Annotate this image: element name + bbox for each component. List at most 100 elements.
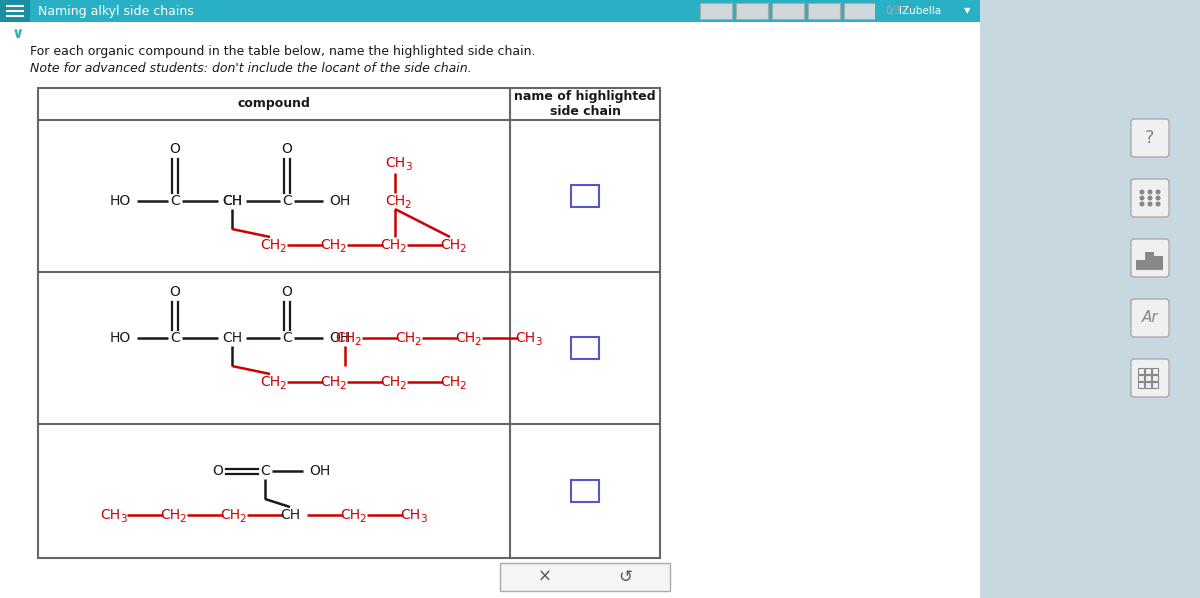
Text: IZubella: IZubella (899, 6, 941, 16)
Text: Note for advanced students: don't include the locant of the side chain.: Note for advanced students: don't includ… (30, 62, 472, 75)
FancyBboxPatch shape (1132, 239, 1169, 277)
Text: C: C (170, 331, 180, 345)
Text: ?: ? (1145, 129, 1154, 147)
Circle shape (1140, 190, 1145, 194)
Text: ↺: ↺ (618, 568, 632, 586)
Bar (571, 337, 599, 359)
Text: O: O (169, 285, 180, 299)
Bar (1154, 256, 1163, 270)
Bar (736, 3, 768, 19)
Text: 2: 2 (400, 244, 407, 254)
Bar (571, 480, 599, 502)
Bar (1152, 375, 1158, 381)
Circle shape (1156, 196, 1160, 200)
Text: CH: CH (440, 375, 460, 389)
Bar (1138, 375, 1144, 381)
Text: O: O (212, 464, 223, 478)
Text: 2: 2 (180, 514, 186, 524)
FancyBboxPatch shape (1132, 119, 1169, 157)
Text: O: O (169, 142, 180, 156)
Text: O: O (282, 142, 293, 156)
Circle shape (1156, 202, 1160, 206)
Text: 2: 2 (280, 381, 287, 391)
Bar (1152, 368, 1158, 374)
Bar (875, 2, 974, 20)
Text: 2: 2 (340, 381, 347, 391)
FancyBboxPatch shape (1132, 299, 1169, 337)
Bar (1138, 382, 1144, 388)
Bar (0, 0, 980, 22)
Text: CH: CH (385, 194, 406, 208)
Circle shape (1147, 196, 1152, 200)
Text: ▼: ▼ (964, 7, 971, 16)
Circle shape (1140, 202, 1145, 206)
Text: OH: OH (329, 194, 350, 208)
Text: CH: CH (380, 375, 400, 389)
Text: C: C (282, 194, 292, 208)
Text: 2: 2 (460, 381, 467, 391)
Text: 2: 2 (475, 337, 481, 347)
Text: CH: CH (222, 194, 242, 208)
Text: ×: × (538, 568, 552, 586)
Text: CH: CH (515, 331, 535, 345)
Text: CH: CH (222, 331, 242, 345)
Text: 2: 2 (404, 200, 412, 210)
Text: CH: CH (395, 331, 415, 345)
Text: 2: 2 (280, 244, 287, 254)
Bar (1145, 375, 1151, 381)
Text: CH: CH (320, 238, 340, 252)
Text: compound: compound (238, 97, 311, 111)
Bar (0, 0, 980, 598)
Text: OH: OH (329, 331, 350, 345)
Text: CH: CH (340, 508, 360, 522)
Text: CH: CH (400, 508, 420, 522)
Text: CH: CH (320, 375, 340, 389)
Text: 3: 3 (120, 514, 126, 524)
Text: C: C (282, 331, 292, 345)
Text: CH: CH (280, 508, 300, 522)
Bar (1152, 382, 1158, 388)
Text: CH: CH (455, 331, 475, 345)
Text: CH: CH (380, 238, 400, 252)
Text: 2: 2 (460, 244, 467, 254)
Circle shape (1147, 190, 1152, 194)
Text: Ar: Ar (1141, 310, 1158, 325)
Circle shape (1140, 196, 1145, 200)
Text: 2: 2 (340, 244, 347, 254)
Text: O: O (282, 285, 293, 299)
Bar (808, 3, 840, 19)
Circle shape (1147, 202, 1152, 206)
Text: 2: 2 (415, 337, 421, 347)
Text: 2: 2 (355, 337, 361, 347)
Text: Naming alkyl side chains: Naming alkyl side chains (38, 5, 193, 17)
Bar (1145, 252, 1154, 270)
Text: CH: CH (220, 508, 240, 522)
Text: HO: HO (109, 194, 131, 208)
Text: 2: 2 (400, 381, 407, 391)
Bar (772, 3, 804, 19)
Bar (571, 185, 599, 207)
Text: 2: 2 (360, 514, 366, 524)
Text: CH: CH (260, 375, 280, 389)
Text: 0/3: 0/3 (886, 6, 900, 16)
Text: OH: OH (310, 464, 331, 478)
Text: HO: HO (109, 331, 131, 345)
Text: CH: CH (222, 194, 242, 208)
Bar (1136, 260, 1145, 270)
Text: CH: CH (335, 331, 355, 345)
Text: CH: CH (100, 508, 120, 522)
Bar (1145, 382, 1151, 388)
Text: CH: CH (440, 238, 460, 252)
Bar (1145, 368, 1151, 374)
FancyBboxPatch shape (1132, 359, 1169, 397)
Bar (38, 88, 660, 558)
Text: 3: 3 (420, 514, 426, 524)
Text: 3: 3 (404, 162, 412, 172)
Bar (1138, 368, 1144, 374)
Circle shape (1156, 190, 1160, 194)
Text: 2: 2 (240, 514, 246, 524)
Text: CH: CH (385, 156, 406, 170)
Text: name of highlighted
side chain: name of highlighted side chain (514, 90, 656, 118)
Text: ∨: ∨ (12, 26, 24, 41)
Bar (500, 563, 670, 591)
